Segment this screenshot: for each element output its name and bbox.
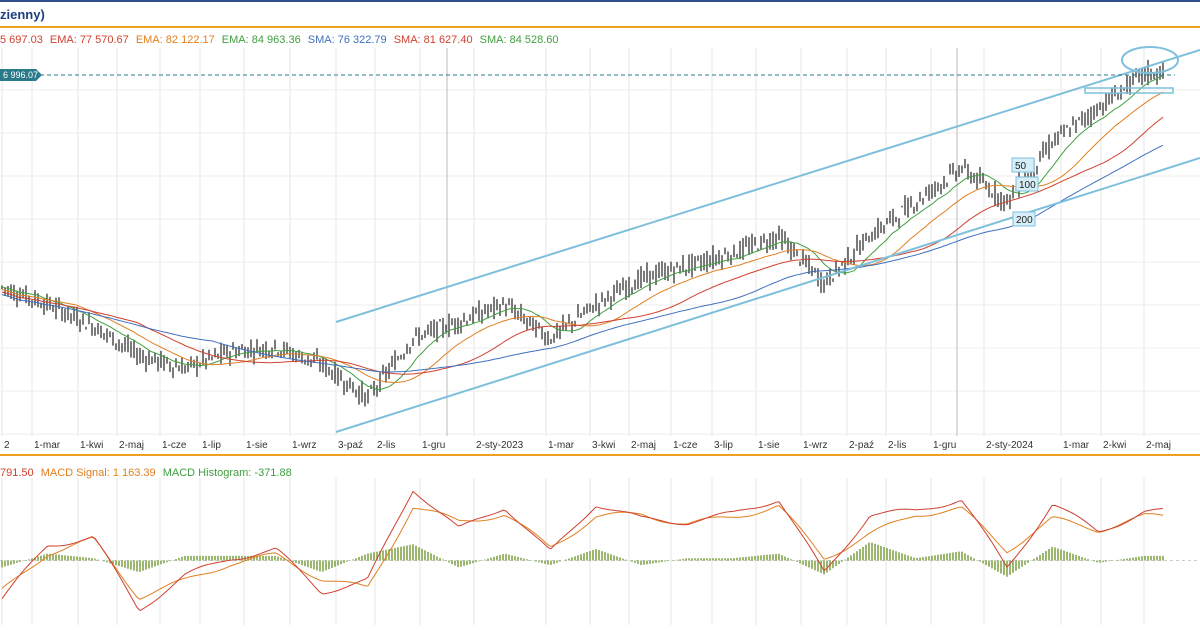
x-tick-label: 2-sty-2023 <box>476 440 524 451</box>
x-tick-label: 2-kwi <box>1103 440 1126 451</box>
x-tick-label: 2-lis <box>377 440 395 451</box>
x-tick-label: 2-maj <box>1146 440 1171 451</box>
indicator-legend: 5 697.03 EMA: 77 570.67 EMA: 82 122.17 E… <box>0 34 563 46</box>
x-tick-label: 1-sie <box>246 440 268 451</box>
x-tick-label: 2-maj <box>119 440 144 451</box>
chart-title: zienny) <box>0 7 45 22</box>
legend-item: EMA: 77 570.67 <box>49 34 129 46</box>
channel-upper-line <box>335 49 1200 323</box>
legend-item: EMA: 84 963.36 <box>221 34 301 46</box>
x-tick-label: 1-cze <box>162 440 187 451</box>
x-tick-label: 1-kwi <box>80 440 103 451</box>
x-tick-label: 2-sty-2024 <box>986 440 1034 451</box>
legend-item: 5 697.03 <box>0 34 43 46</box>
title-bar: zienny) <box>0 0 1200 28</box>
x-tick-label: 1-cze <box>673 440 698 451</box>
macd-line <box>1 490 1164 612</box>
ma-period-box <box>1015 176 1039 192</box>
highlight-ellipse <box>1121 46 1179 74</box>
channel-lower-line <box>335 157 1200 433</box>
x-tick-label: 1-mar <box>1063 440 1090 451</box>
x-tick-label: 1-gru <box>933 440 956 451</box>
ma-period-label: 100 <box>1019 180 1036 191</box>
legend-item: SMA: 76 322.79 <box>307 34 387 46</box>
x-tick-label: 1-lip <box>202 440 221 451</box>
legend-item: SMA: 81 627.40 <box>393 34 473 46</box>
macd-signal-line <box>1 505 1164 600</box>
x-tick-label: 1-wrz <box>292 440 316 451</box>
x-tick-label: 3-kwi <box>592 440 615 451</box>
macd-legend: 791.50 MACD Signal: 1 163.39 MACD Histog… <box>0 467 296 479</box>
x-tick-label: 2-lis <box>888 440 906 451</box>
legend-item: SMA: 84 528.60 <box>479 34 559 46</box>
ema-mid-line <box>1 91 1164 384</box>
ma-period-box <box>1012 211 1036 227</box>
legend-item: EMA: 82 122.17 <box>135 34 215 46</box>
macd-legend-item: MACD Signal: 1 163.39 <box>40 467 156 479</box>
ma-period-label: 50 <box>1015 161 1027 172</box>
ma-period-box <box>1011 157 1035 173</box>
sma-long-line <box>1 144 1164 373</box>
current-price-tag <box>0 69 42 81</box>
x-tick-label: 1-wrz <box>803 440 827 451</box>
support-box <box>1084 87 1174 94</box>
x-tick-label: 1-mar <box>34 440 61 451</box>
x-tick-label: 1-gru <box>422 440 445 451</box>
macd-legend-item: 791.50 <box>0 467 34 479</box>
ma-period-label: 200 <box>1016 215 1033 226</box>
ema-long-line <box>1 116 1164 375</box>
current-price-label: 6 996.07 <box>3 70 38 80</box>
x-tick-label: 1-mar <box>548 440 575 451</box>
ema-short-line <box>1 75 1164 391</box>
x-tick-label: 3-lip <box>714 440 733 451</box>
x-tick-label: 1-sie <box>758 440 780 451</box>
x-tick-label: 2-maj <box>631 440 656 451</box>
x-tick-label: 2-paź <box>849 440 874 451</box>
x-tick-label: 3-paź <box>338 440 363 451</box>
x-tick-label: 2 <box>4 440 10 451</box>
macd-legend-item: MACD Histogram: -371.88 <box>162 467 292 479</box>
